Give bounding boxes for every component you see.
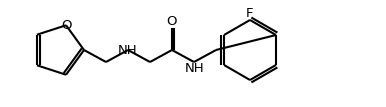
- Text: NH: NH: [118, 44, 138, 56]
- Text: O: O: [167, 15, 177, 27]
- Text: O: O: [61, 19, 71, 32]
- Text: NH: NH: [185, 62, 205, 76]
- Text: F: F: [246, 7, 254, 19]
